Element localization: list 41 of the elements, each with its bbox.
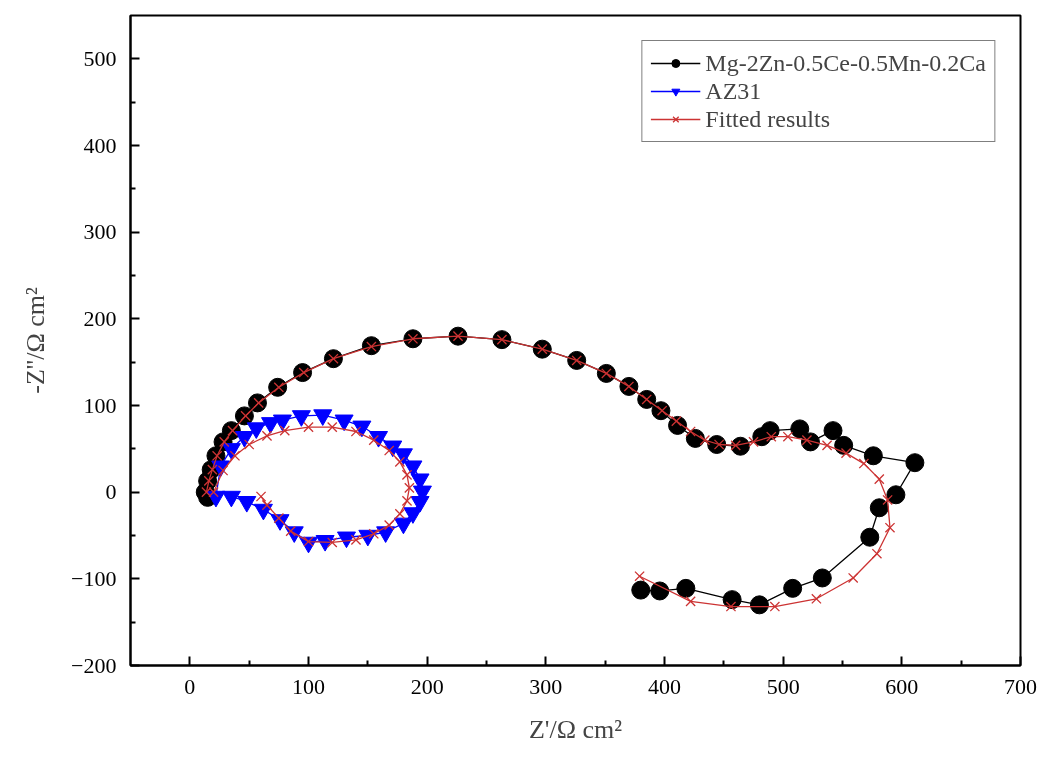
y-tick-label: 400 xyxy=(83,132,117,158)
x-tick-label: 100 xyxy=(292,673,325,699)
y-tick-label: 200 xyxy=(83,305,117,331)
point xyxy=(221,490,241,508)
x-axis-title: Z'/Ω cm² xyxy=(528,714,623,744)
point xyxy=(905,453,925,473)
point xyxy=(886,485,906,505)
point xyxy=(790,419,810,439)
point xyxy=(676,578,696,598)
y-tick-label: −200 xyxy=(71,652,117,678)
point xyxy=(869,498,889,518)
legend-label: AZ31 xyxy=(705,77,762,105)
y-tick-label: 100 xyxy=(83,392,117,418)
legend-label: Mg-2Zn-0.5Ce-0.5Mn-0.2Ca xyxy=(705,49,986,77)
x-tick-label: 300 xyxy=(529,673,563,699)
x-tick-label: 400 xyxy=(648,673,681,699)
point xyxy=(393,517,413,535)
x-tick-label: 600 xyxy=(885,673,919,699)
legend-label: Fitted results xyxy=(705,105,831,133)
point xyxy=(860,527,880,547)
point xyxy=(631,580,651,600)
point xyxy=(393,448,413,465)
point xyxy=(783,578,803,598)
point xyxy=(650,581,670,601)
x-tick-label: 700 xyxy=(1004,673,1037,699)
x-tick-label: 500 xyxy=(766,673,800,699)
y-tick-label: 300 xyxy=(83,219,117,245)
y-tick-label: −100 xyxy=(71,565,117,591)
y-axis-title: -Z''/Ω cm² xyxy=(21,287,51,394)
point xyxy=(812,568,832,588)
point xyxy=(749,595,769,615)
point xyxy=(336,531,356,549)
point xyxy=(237,496,257,513)
x-tick-label: 0 xyxy=(184,673,196,699)
point xyxy=(403,507,423,524)
y-tick-label: 500 xyxy=(83,45,117,71)
point xyxy=(823,421,843,441)
y-tick-label: 0 xyxy=(105,479,117,505)
x-tick-label: 200 xyxy=(410,673,444,699)
point xyxy=(410,496,430,513)
point xyxy=(863,446,883,466)
